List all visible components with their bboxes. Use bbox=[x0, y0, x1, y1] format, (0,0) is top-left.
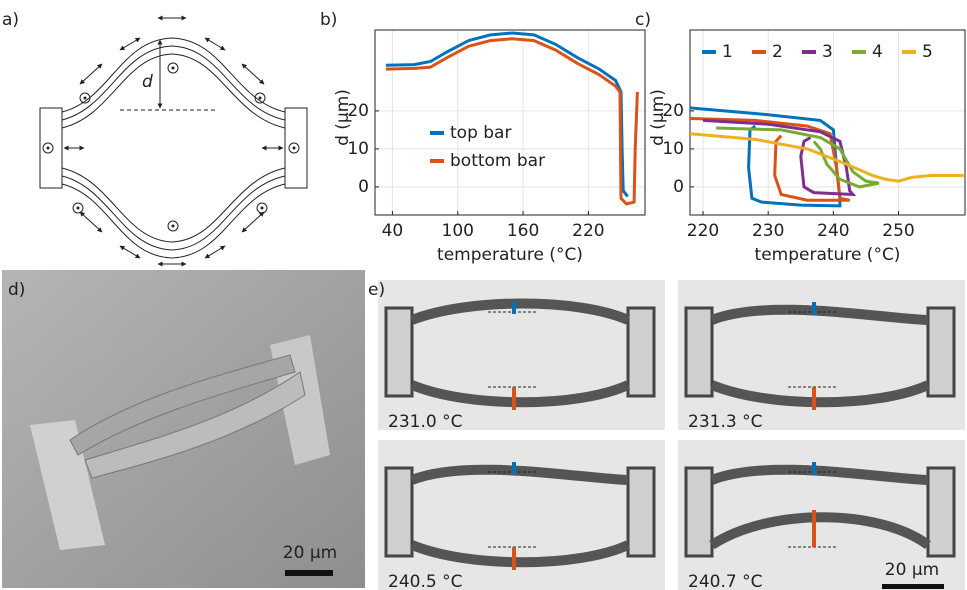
panel-label: e) bbox=[368, 280, 385, 300]
scale-label: 20 µm bbox=[283, 543, 337, 563]
y-axis-label: d (µm) bbox=[648, 89, 668, 146]
data-line bbox=[690, 106, 842, 208]
frame bbox=[384, 466, 414, 558]
bar bbox=[410, 298, 631, 325]
data-line bbox=[385, 37, 639, 206]
legend-label: bottom bar bbox=[450, 151, 545, 171]
dimension-label: d bbox=[142, 72, 153, 92]
panel-label: a) bbox=[2, 10, 19, 30]
legend-label: 2 bbox=[772, 42, 783, 62]
temperature-label: 231.3 °C bbox=[688, 412, 762, 432]
x-tick-label: 160 bbox=[507, 221, 539, 241]
x-tick-label: 220 bbox=[572, 221, 604, 241]
legend-label: top bar bbox=[450, 123, 511, 143]
y-tick-label: 20 bbox=[347, 101, 369, 121]
data-line bbox=[702, 118, 857, 197]
legend-label: 4 bbox=[872, 42, 883, 62]
x-tick-label: 220 bbox=[687, 221, 719, 241]
y-tick-label: 10 bbox=[662, 139, 684, 159]
micrograph: 231.0 °C bbox=[378, 280, 665, 432]
bar bbox=[410, 464, 629, 485]
x-tick-label: 100 bbox=[442, 221, 474, 241]
data-line bbox=[690, 117, 850, 202]
temperature-label: 231.0 °C bbox=[388, 412, 462, 432]
panel-label: c) bbox=[635, 10, 651, 30]
frame bbox=[626, 306, 656, 398]
data-line bbox=[690, 132, 964, 183]
bar bbox=[710, 380, 931, 408]
image-bg bbox=[678, 280, 965, 430]
frame bbox=[926, 466, 956, 558]
sem-image: d) 20 µm bbox=[2, 270, 365, 588]
frame bbox=[384, 306, 414, 398]
plot-frame bbox=[374, 29, 646, 216]
legend-label: 5 bbox=[922, 42, 933, 62]
panel-label: d) bbox=[8, 280, 25, 300]
frame bbox=[684, 306, 714, 398]
y-tick-label: 0 bbox=[673, 177, 684, 197]
diagram: a) d bbox=[2, 10, 308, 267]
data-line bbox=[716, 126, 880, 189]
plot-frame bbox=[689, 29, 966, 216]
temperature-label: 240.5 °C bbox=[388, 572, 462, 590]
bar bbox=[710, 464, 929, 485]
bar bbox=[709, 512, 931, 550]
legend-label: 1 bbox=[722, 42, 733, 62]
micrograph: 240.5 °C bbox=[378, 440, 665, 590]
bar bbox=[410, 380, 631, 408]
scale-label: 20 µm bbox=[885, 560, 939, 580]
x-tick-label: 240 bbox=[817, 221, 849, 241]
x-tick-label: 40 bbox=[382, 221, 404, 241]
frame bbox=[684, 466, 714, 558]
legend-label: 3 bbox=[822, 42, 833, 62]
y-tick-label: 0 bbox=[358, 177, 369, 197]
bar bbox=[410, 540, 631, 568]
data-line bbox=[385, 31, 629, 198]
y-tick-label: 20 bbox=[662, 101, 684, 121]
micrographs: 240.7 °C 240.5 °C 231.3 °C 231.0 °C e) 20 µ… bbox=[368, 280, 965, 590]
x-axis-label: temperature (°C) bbox=[437, 245, 583, 265]
y-tick-label: 10 bbox=[347, 139, 369, 159]
panel-label: b) bbox=[320, 10, 337, 30]
x-axis-label: temperature (°C) bbox=[755, 245, 901, 265]
micrograph: 231.3 °C bbox=[678, 280, 965, 432]
x-tick-label: 250 bbox=[882, 221, 914, 241]
y-axis-label: d (µm) bbox=[333, 89, 353, 146]
x-tick-label: 230 bbox=[752, 221, 784, 241]
bar bbox=[710, 304, 929, 325]
micrograph: 240.7 °C bbox=[678, 440, 965, 590]
frame bbox=[626, 466, 656, 558]
frame bbox=[926, 306, 956, 398]
temperature-label: 240.7 °C bbox=[688, 572, 762, 590]
image-bg bbox=[378, 440, 665, 590]
